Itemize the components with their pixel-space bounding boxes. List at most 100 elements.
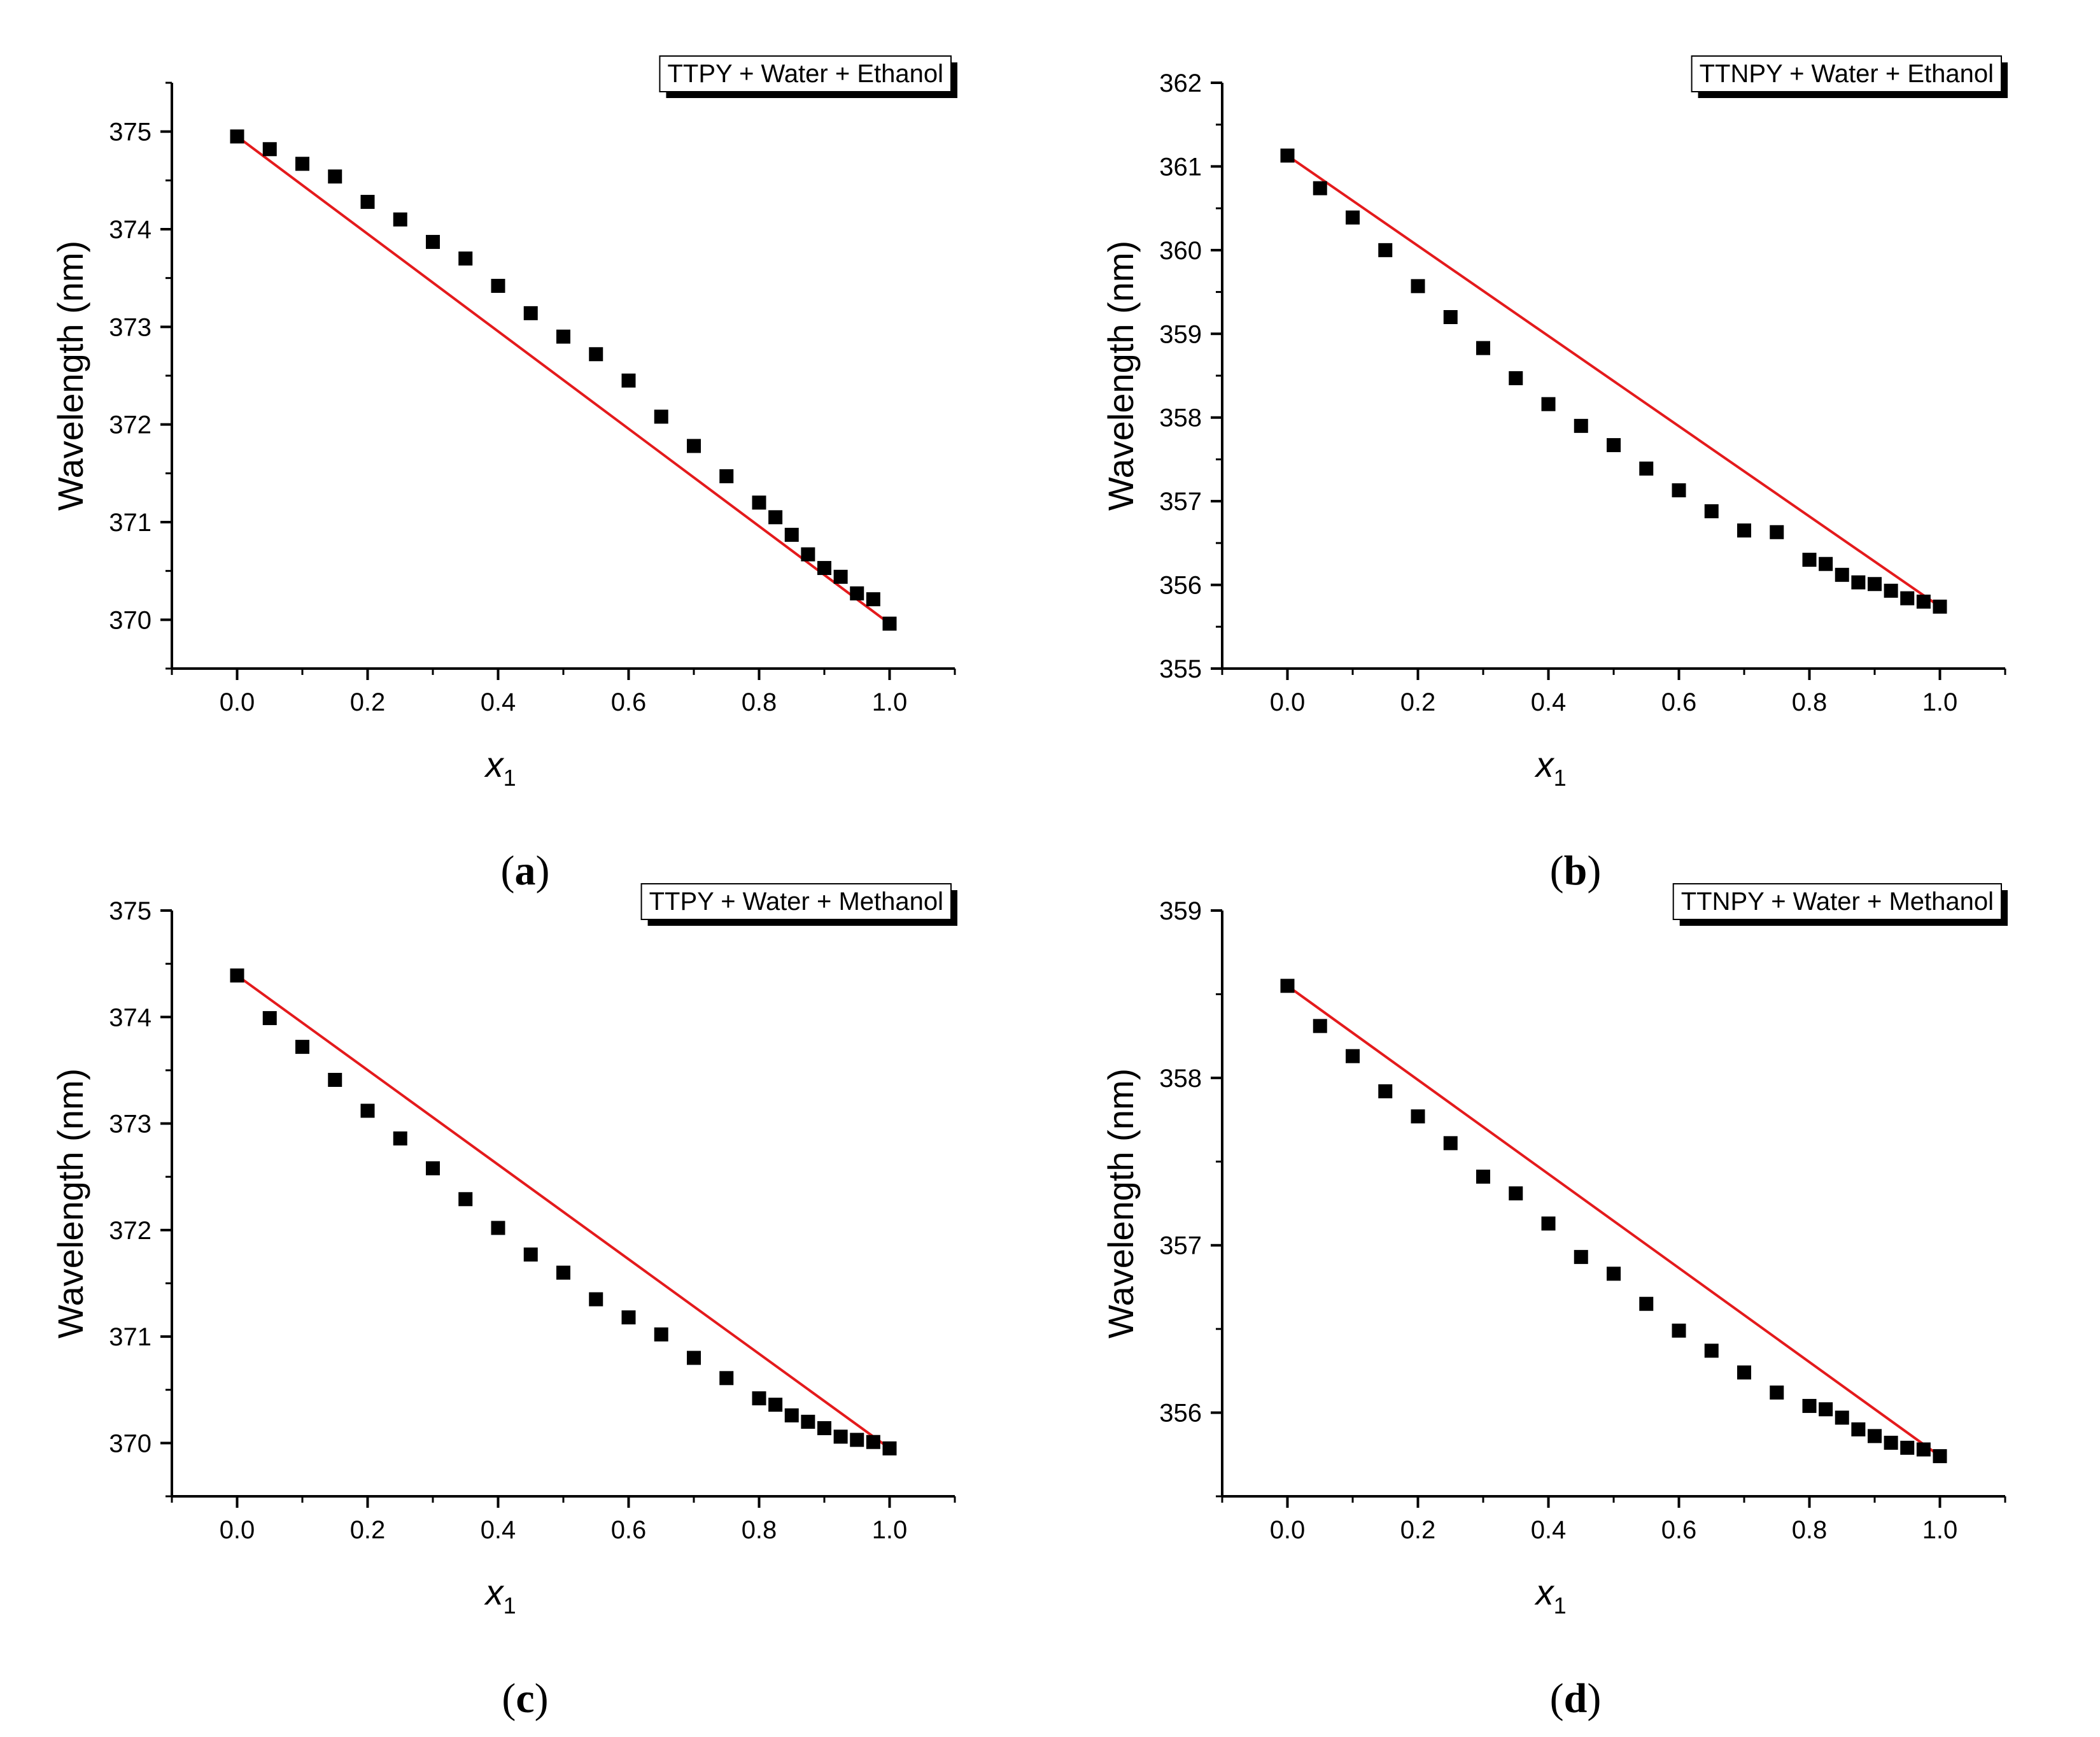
chart-a-plot: 0.0 0.2 0.4 0.6 0.8 1.0 370 371 372 373 374 375 Wave… bbox=[50, 55, 957, 791]
legend-text: TTPY + Water + Methanol bbox=[649, 888, 943, 916]
data-point bbox=[360, 1103, 375, 1118]
chart-c-plot: 0.0 0.2 0.4 0.6 0.8 1.0 370 371 372 373 374 375 Wave… bbox=[50, 883, 957, 1619]
data-point bbox=[1639, 1296, 1654, 1311]
data-point bbox=[523, 306, 538, 320]
data-point bbox=[1378, 1084, 1393, 1098]
data-point bbox=[1704, 504, 1719, 518]
panel-label-d-text: d bbox=[1563, 1675, 1588, 1722]
data-point bbox=[393, 1131, 407, 1145]
data-point bbox=[1916, 1442, 1931, 1457]
legend-frame bbox=[640, 883, 952, 920]
y-tick-label: 358 bbox=[1159, 404, 1202, 432]
data-point bbox=[882, 1441, 897, 1456]
data-point bbox=[1607, 438, 1621, 453]
x-tick-label: 0.8 bbox=[1792, 688, 1828, 716]
data-point bbox=[719, 1371, 734, 1386]
x-axis-title-main: x bbox=[1534, 1572, 1555, 1612]
series-line-ideal bbox=[236, 135, 891, 625]
data-point bbox=[1802, 553, 1817, 567]
data-point bbox=[230, 968, 244, 983]
data-point bbox=[1737, 523, 1751, 538]
data-point bbox=[833, 1429, 848, 1444]
legend-text: TTPY + Water + Ethanol bbox=[667, 60, 943, 88]
legend: TTPY + Water + Ethanol bbox=[659, 55, 957, 98]
chart-panel-a: 0.0 0.2 0.4 0.6 0.8 1.0 370 371 372 373 374 375 Wave… bbox=[38, 38, 1012, 894]
x-tick-label: 0.2 bbox=[1400, 1516, 1436, 1544]
data-point bbox=[654, 409, 668, 424]
x-tick-label: 0.0 bbox=[1270, 688, 1306, 716]
x-axis-title-main: x bbox=[484, 1572, 505, 1612]
y-tick-label: 370 bbox=[109, 1429, 152, 1457]
series-line-ideal bbox=[236, 974, 891, 1450]
x-tick-label: 0.6 bbox=[611, 1516, 647, 1544]
data-point bbox=[1884, 1435, 1898, 1450]
y-tick-label: 362 bbox=[1159, 69, 1202, 97]
x-tick-label: 1.0 bbox=[1922, 688, 1958, 716]
data-point bbox=[1819, 557, 1833, 571]
data-point bbox=[1476, 341, 1490, 355]
y-tick-label: 375 bbox=[109, 118, 152, 146]
x-tick-label: 0.6 bbox=[1661, 1516, 1697, 1544]
data-point bbox=[295, 157, 309, 171]
data-point bbox=[523, 1247, 538, 1262]
data-point bbox=[1280, 148, 1295, 163]
data-point bbox=[1607, 1266, 1621, 1281]
chart-panel-b: 0.0 0.2 0.4 0.6 0.8 1.0 355 356 357 358 359 360 361 3… bbox=[1089, 38, 2062, 894]
chart-panel-d: 0.0 0.2 0.4 0.6 0.8 1.0 356 357 358 359 Wavelength… bbox=[1089, 866, 2062, 1722]
x-tick-label: 0.6 bbox=[611, 688, 647, 716]
legend: TTNPY + Water + Ethanol bbox=[1691, 55, 2008, 98]
data-point bbox=[784, 1408, 799, 1422]
data-point bbox=[491, 1221, 505, 1235]
y-tick-label: 370 bbox=[109, 606, 152, 634]
data-point bbox=[1770, 525, 1784, 539]
data-point bbox=[328, 1072, 342, 1087]
data-point bbox=[1933, 599, 1947, 614]
chart-d-plot: 0.0 0.2 0.4 0.6 0.8 1.0 356 357 358 359 Wavelength… bbox=[1101, 883, 2008, 1619]
x-axis-title-subscript: 1 bbox=[1554, 1592, 1567, 1619]
panel-label-a: (a) bbox=[500, 847, 550, 894]
data-point bbox=[1770, 1386, 1784, 1400]
data-point bbox=[1851, 1422, 1866, 1436]
panel-label-b-text: b bbox=[1563, 847, 1588, 894]
x-tick-label: 0.4 bbox=[1531, 688, 1567, 716]
y-tick-label: 361 bbox=[1159, 153, 1202, 181]
data-point bbox=[1313, 1019, 1327, 1033]
y-tick-label: 371 bbox=[109, 1323, 152, 1351]
data-point bbox=[817, 561, 831, 576]
legend-frame bbox=[659, 55, 952, 92]
y-axis-title: Wavelength (nm) bbox=[1101, 1068, 1141, 1338]
x-axis-title-main: x bbox=[484, 744, 505, 784]
data-point bbox=[295, 1040, 309, 1054]
data-point bbox=[1672, 1323, 1686, 1338]
x-tick-label: 0.2 bbox=[350, 1516, 386, 1544]
data-point bbox=[458, 1192, 473, 1207]
data-point bbox=[1835, 1410, 1849, 1425]
data-point bbox=[1639, 461, 1654, 476]
data-point bbox=[556, 1265, 570, 1280]
x-tick-label: 0.8 bbox=[742, 1516, 777, 1544]
data-point bbox=[328, 169, 342, 184]
x-axis-title: x1 bbox=[484, 744, 516, 791]
x-axis-title: x1 bbox=[484, 1572, 516, 1619]
data-point bbox=[621, 373, 636, 388]
data-point bbox=[784, 527, 799, 542]
data-point bbox=[1378, 243, 1393, 257]
x-tick-label: 0.8 bbox=[742, 688, 777, 716]
x-axis-title-subscript: 1 bbox=[504, 765, 516, 791]
data-point bbox=[426, 1161, 440, 1175]
data-point bbox=[1900, 591, 1915, 606]
data-point bbox=[1737, 1365, 1751, 1380]
data-point bbox=[866, 1435, 880, 1449]
data-point bbox=[1704, 1344, 1719, 1358]
data-point bbox=[654, 1327, 668, 1342]
data-point bbox=[1313, 181, 1327, 195]
data-point bbox=[1868, 577, 1882, 592]
data-point bbox=[752, 495, 766, 510]
y-tick-label: 360 bbox=[1159, 237, 1202, 265]
y-tick-label: 356 bbox=[1159, 572, 1202, 600]
y-axis-title: Wavelength (nm) bbox=[50, 241, 90, 511]
data-point bbox=[393, 212, 407, 227]
chart-b-plot: 0.0 0.2 0.4 0.6 0.8 1.0 355 356 357 358 359 360 361 3… bbox=[1101, 55, 2008, 791]
data-point bbox=[491, 278, 505, 293]
y-tick-label: 375 bbox=[109, 897, 152, 925]
